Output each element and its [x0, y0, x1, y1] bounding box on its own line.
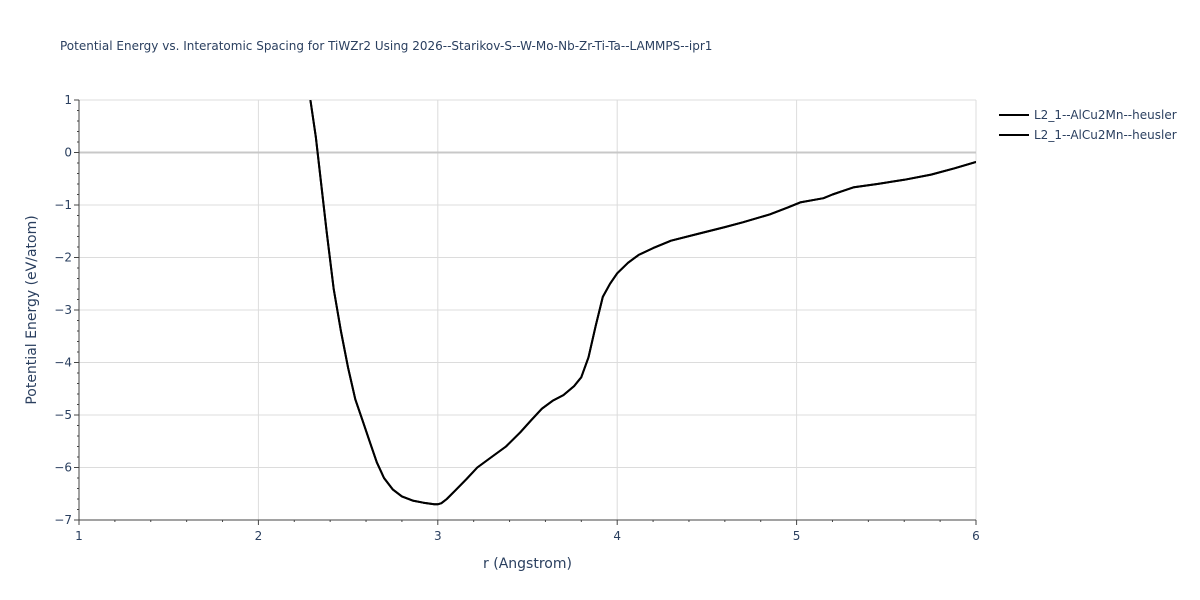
x-tick-label: 5 [793, 529, 801, 543]
legend[interactable]: L2_1--AlCu2Mn--heusler L2_1--AlCu2Mn--heu… [999, 108, 1177, 142]
y-tick-label: −1 [54, 198, 72, 212]
y-tick-label: −2 [54, 251, 72, 265]
y-tick-label: −3 [54, 303, 72, 317]
y-tick-label: 0 [64, 146, 72, 160]
y-tick-label: −7 [54, 513, 72, 527]
series-line-2 [309, 100, 976, 506]
y-tick-label: −4 [54, 356, 72, 370]
series-layer [309, 100, 976, 506]
y-tick-label: −5 [54, 408, 72, 422]
y-axis-title: Potential Energy (eV/atom) [24, 215, 40, 404]
legend-item-2[interactable]: L2_1--AlCu2Mn--heusler [999, 128, 1177, 142]
x-axis-title: r (Angstrom) [483, 556, 572, 572]
series-line-1 [309, 100, 976, 506]
y-tick-label: −6 [54, 461, 72, 475]
legend-label: L2_1--AlCu2Mn--heusler [1034, 108, 1177, 122]
x-tick-label: 1 [75, 529, 83, 543]
x-tick-label: 6 [972, 529, 980, 543]
legend-label: L2_1--AlCu2Mn--heusler [1034, 128, 1177, 142]
x-tick-label: 3 [434, 529, 442, 543]
axes: 1 2 3 4 5 6 1 0 −1 −2 −3 −4 −5 −6 −7 [54, 93, 980, 543]
legend-item-1[interactable]: L2_1--AlCu2Mn--heusler [999, 108, 1177, 122]
y-tick-label: 1 [64, 93, 72, 107]
x-tick-label: 2 [255, 529, 263, 543]
grid [79, 99, 977, 520]
chart-title: Potential Energy vs. Interatomic Spacing… [60, 39, 712, 53]
x-tick-label: 4 [613, 529, 621, 543]
